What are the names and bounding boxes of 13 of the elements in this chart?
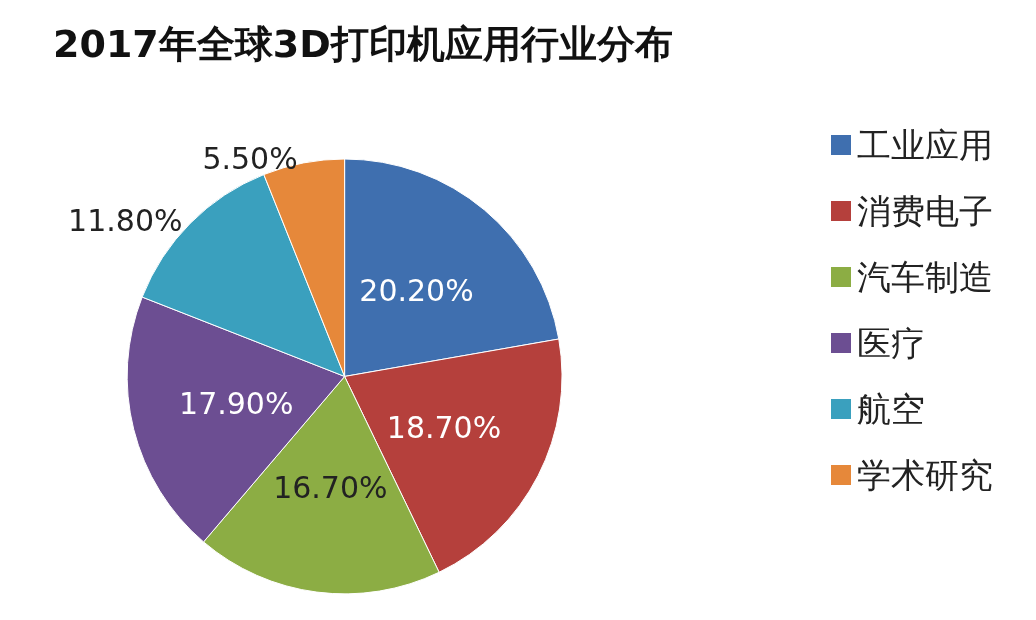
- legend-label: 航空: [857, 389, 925, 429]
- data-label: 17.90%: [179, 386, 294, 422]
- legend-label: 医疗: [857, 323, 925, 363]
- data-label: 20.20%: [359, 273, 474, 309]
- data-label: 11.80%: [68, 202, 183, 238]
- data-label: 18.70%: [386, 409, 502, 445]
- legend-label: 工业应用: [857, 125, 993, 165]
- legend-label: 汽车制造: [857, 257, 993, 297]
- data-label: 5.50%: [202, 141, 298, 177]
- chart-title: 2017年全球3D打印机应用行业分布: [53, 22, 673, 66]
- legend-label: 消费电子: [857, 191, 993, 231]
- data-label: 16.70%: [273, 469, 388, 505]
- legend-label: 学术研究: [857, 455, 993, 495]
